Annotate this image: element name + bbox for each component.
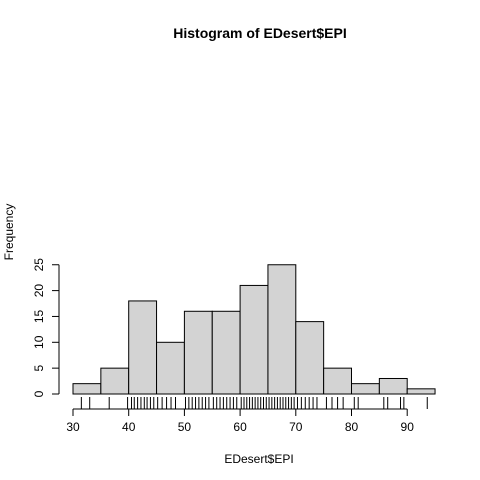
x-tick-label: 60: [233, 420, 247, 434]
x-tick-label: 50: [178, 420, 192, 434]
y-tick-label: 20: [32, 284, 46, 298]
histogram-bar: [156, 341, 185, 395]
x-tick-label: 70: [289, 420, 303, 434]
rug-group: [80, 397, 428, 409]
histogram-bar: [183, 310, 213, 395]
y-tick-label: 5: [32, 364, 46, 371]
x-axis-label: EDesert$EPI: [224, 452, 293, 466]
y-axis: 0 5 10 15 20 25: [32, 258, 60, 397]
histogram-bar: [351, 383, 380, 395]
x-tick-label: 30: [66, 420, 80, 434]
x-tick-label: 40: [122, 420, 136, 434]
y-tick-label: 25: [32, 258, 46, 272]
y-tick-label: 15: [32, 309, 46, 323]
histogram-bar: [239, 284, 269, 395]
histogram-bar: [72, 383, 102, 395]
bars-group: [72, 264, 436, 395]
histogram-bar: [406, 388, 436, 395]
y-axis-label: Frequency: [2, 204, 16, 261]
y-tick-label: 0: [32, 390, 46, 397]
histogram-bar: [100, 367, 130, 395]
histogram-bar: [323, 367, 352, 395]
chart-title: Histogram of EDesert$EPI: [173, 25, 347, 41]
x-tick-label: 90: [401, 420, 415, 434]
histogram-bar: [378, 377, 408, 395]
x-tick-label: 80: [345, 420, 359, 434]
histogram-bar: [128, 300, 158, 395]
x-axis: 30 40 50 60 70 80 90: [66, 408, 415, 434]
histogram-bar: [295, 321, 325, 395]
y-tick-label: 10: [32, 335, 46, 349]
histogram-bar: [211, 310, 241, 395]
histogram-bar: [267, 264, 297, 395]
